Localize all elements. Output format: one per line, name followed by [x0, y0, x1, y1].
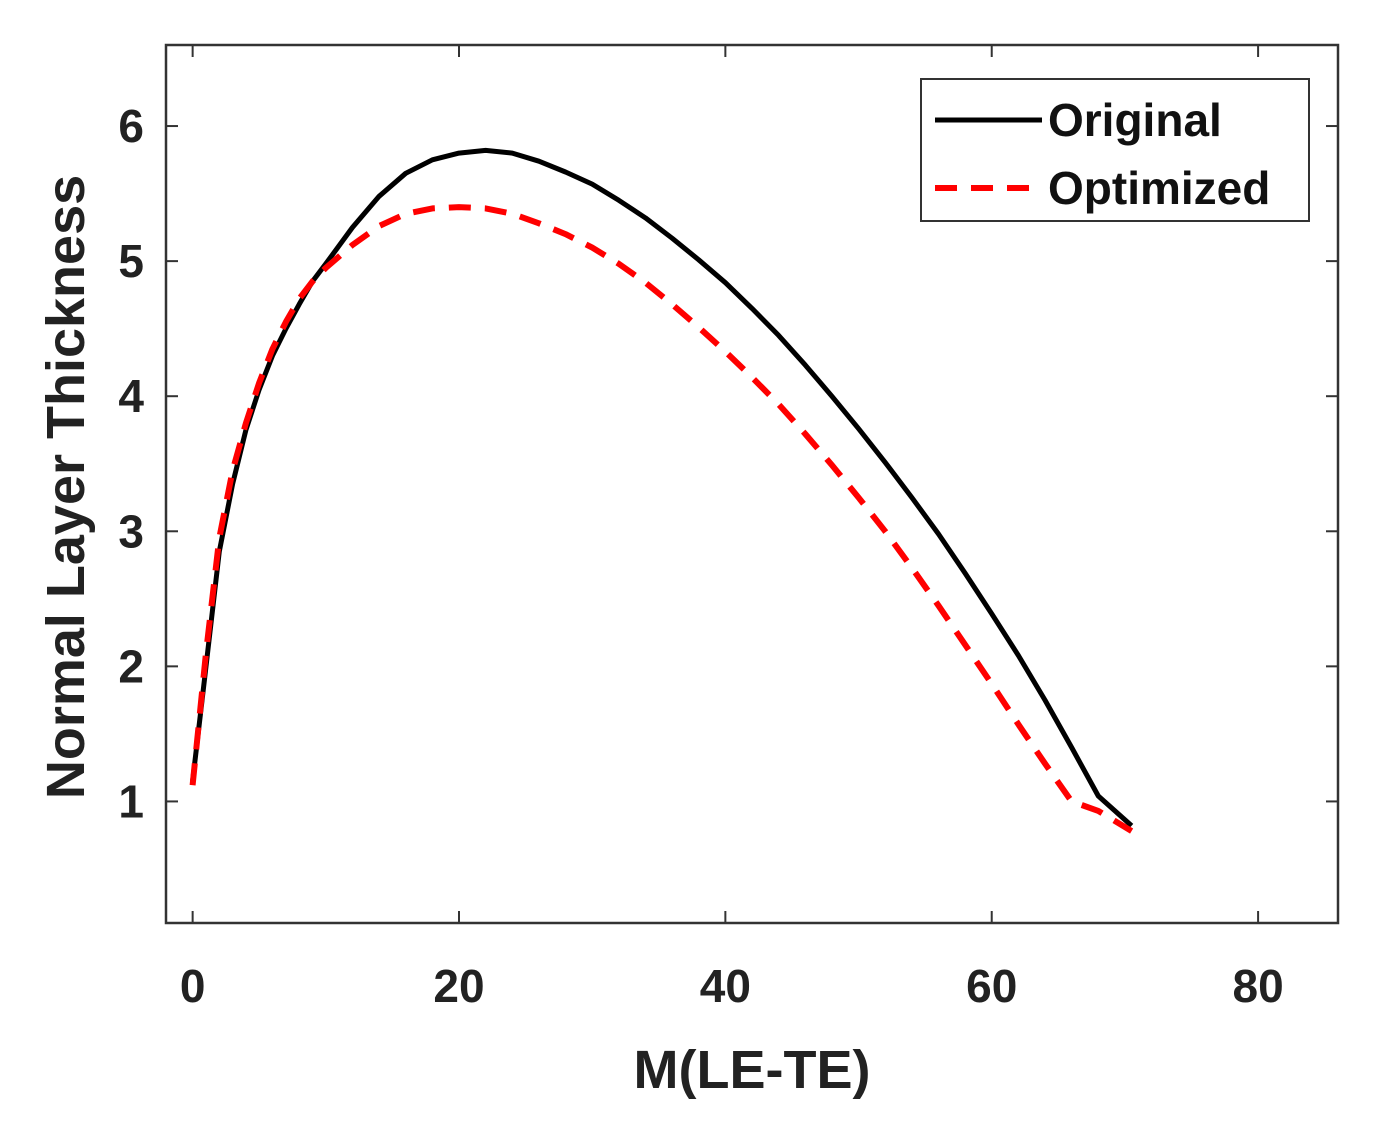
series-line-optimized [189, 204, 1134, 834]
axis-ticks [166, 45, 1338, 923]
y-tick-label: 5 [118, 235, 144, 287]
x-tick-labels: 0 20 40 60 80 [180, 960, 1284, 1012]
y-tick-label: 4 [118, 370, 144, 422]
x-tick-label: 80 [1233, 960, 1284, 1012]
legend-box [920, 78, 1310, 222]
legend-label-original: Original [1048, 94, 1222, 146]
legend: Original Optimized [920, 78, 1310, 222]
y-tick-label: 6 [118, 100, 144, 152]
series-lines [189, 147, 1134, 834]
y-axis-label: Normal Layer Thickness [36, 175, 96, 799]
y-tick-label: 3 [118, 505, 144, 557]
x-tick-label: 20 [433, 960, 484, 1012]
series-line-original [190, 147, 1134, 828]
y-tick-label: 1 [118, 775, 144, 827]
x-tick-label: 60 [966, 960, 1017, 1012]
y-tick-label: 2 [118, 640, 144, 692]
x-tick-label: 0 [180, 960, 206, 1012]
y-tick-labels: 1 2 3 4 5 6 [118, 100, 144, 827]
legend-label-optimized: Optimized [1048, 162, 1270, 214]
x-tick-label: 40 [700, 960, 751, 1012]
x-axis-label: M(LE-TE) [634, 1040, 871, 1100]
